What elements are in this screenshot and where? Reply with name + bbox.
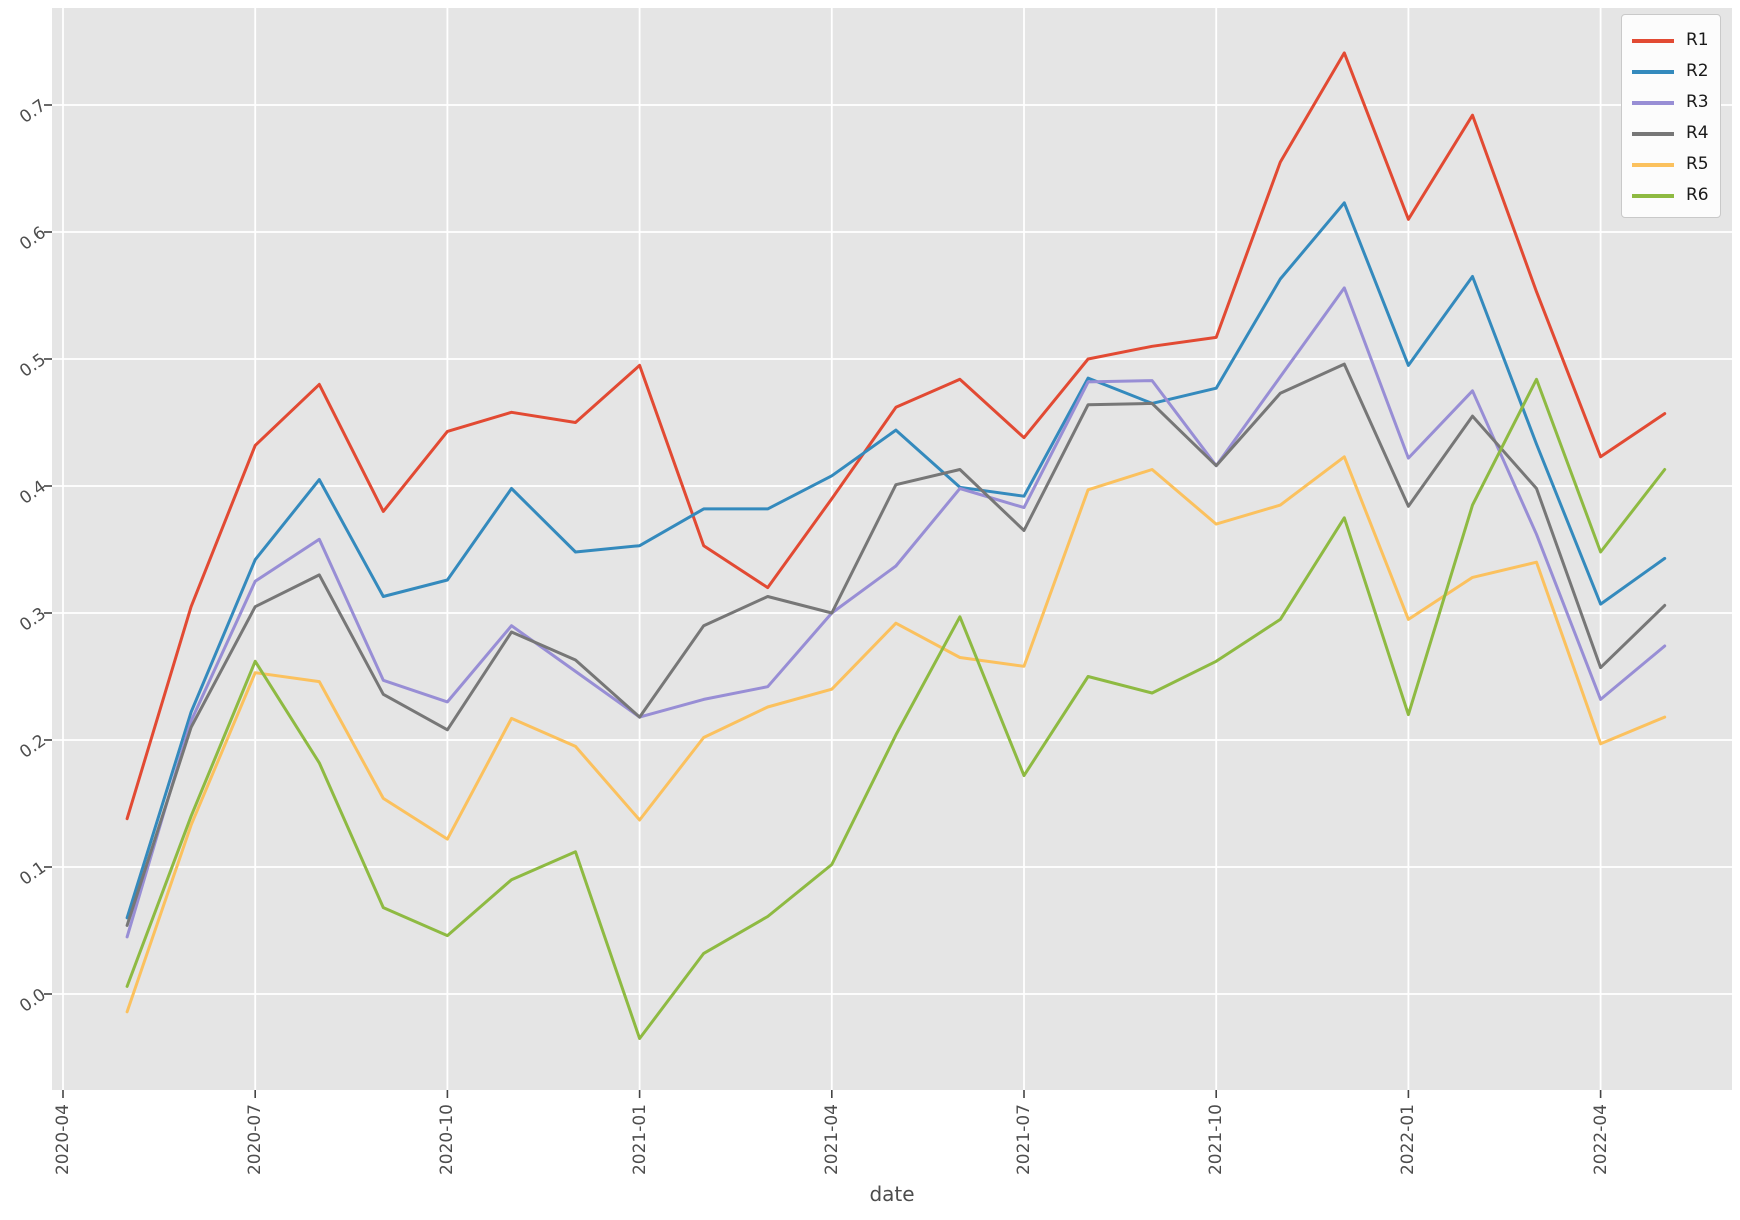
x-tick-label-text: 2021-07	[1014, 1104, 1034, 1176]
legend-line-swatch-R2	[1632, 69, 1674, 74]
legend: R1 R2 R3 R4 R5 R6	[1621, 14, 1721, 218]
series-line-R4	[125, 362, 1667, 927]
x-tick-label-text: 2020-04	[53, 1104, 73, 1176]
legend-line-swatch-R4	[1632, 131, 1674, 136]
legend-item-R1: R1	[1622, 25, 1720, 56]
legend-label-R1: R1	[1686, 30, 1709, 50]
x-tick-label-text: 2022-01	[1398, 1104, 1419, 1176]
x-tick-label-text: 2020-07	[245, 1104, 266, 1176]
legend-label-R2: R2	[1686, 61, 1709, 81]
legend-line-swatch-R6	[1632, 193, 1674, 198]
legend-label-R6: R6	[1686, 185, 1709, 205]
legend-label-R5: R5	[1686, 154, 1709, 174]
x-axis-label: date	[869, 1182, 915, 1206]
legend-item-R4: R4	[1622, 118, 1720, 149]
x-tick-label-text: 2021-04	[821, 1104, 842, 1176]
legend-item-R3: R3	[1622, 87, 1720, 118]
x-tick-label-text: 2021-01	[629, 1104, 650, 1176]
legend-line-swatch-R3	[1632, 100, 1674, 105]
series-line-R6	[125, 377, 1667, 1040]
legend-line-swatch-R1	[1632, 38, 1674, 43]
series-line-R2	[125, 201, 1667, 920]
x-tick-label-text: 2020-10	[437, 1104, 458, 1176]
legend-item-R6: R6	[1622, 180, 1720, 211]
legend-item-R5: R5	[1622, 149, 1720, 180]
legend-line-swatch-R5	[1632, 162, 1674, 167]
legend-label-R3: R3	[1686, 92, 1709, 112]
series-line-R1	[125, 51, 1667, 821]
series-line-R5	[125, 455, 1667, 1014]
x-tick-label-text: 2021-10	[1206, 1104, 1227, 1176]
legend-item-R2: R2	[1622, 56, 1720, 87]
legend-label-R4: R4	[1686, 123, 1709, 143]
x-tick-label-text: 2022-04	[1590, 1104, 1611, 1176]
series-line-R3	[125, 286, 1667, 939]
plot-area	[52, 8, 1732, 1090]
